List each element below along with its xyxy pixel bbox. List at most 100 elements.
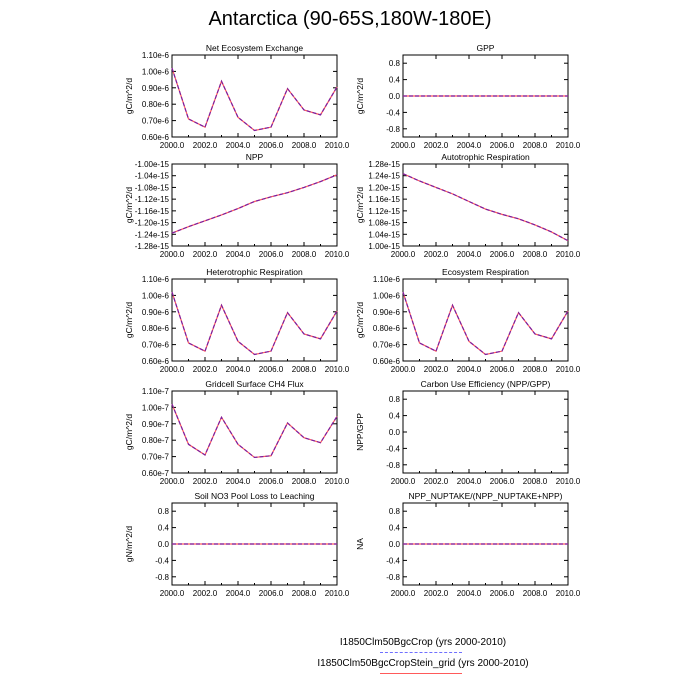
panel-7-series-1-line <box>171 403 338 459</box>
panel-5-title: Heterotrophic Respiration <box>206 267 303 277</box>
panel-3: NPP gC/m^2/d 2000.0 2002.0 2004.0 2006.0 2008.… <box>124 152 350 259</box>
panel-5-ytick-label: 1.00e-6 <box>142 291 170 300</box>
panel-10-xtick-label: 2008.0 <box>523 589 548 598</box>
panel-2-ytick-label: 0.0 <box>389 92 401 101</box>
panel-3-ytick-label: -1.08e-15 <box>135 183 170 192</box>
panel-1-xtick-label: 2006.0 <box>259 141 284 150</box>
panel-4-ytick-label: 1.12e-15 <box>368 207 400 216</box>
panel-2-xtick-label: 2006.0 <box>490 141 515 150</box>
panel-4-ylabel: gC/m^2/d <box>355 187 365 223</box>
panel-5-ytick-label: 0.90e-6 <box>142 308 170 317</box>
panel-9-title: Soil NO3 Pool Loss to Leaching <box>194 491 314 501</box>
panel-4-xtick-label: 2002.0 <box>424 250 449 259</box>
panel-8-ylabel: NPP/GPP <box>355 413 365 451</box>
panel-7-ytick-label: 0.60e-7 <box>142 469 170 478</box>
panel-7-ytick-label: 0.70e-7 <box>142 453 170 462</box>
panel-5-ytick-label: 0.70e-6 <box>142 341 170 350</box>
panel-7-xtick-label: 2008.0 <box>292 477 317 486</box>
panel-5-xtick-label: 2000.0 <box>160 365 185 374</box>
panel-4-ytick-label: 1.00e-15 <box>368 242 400 251</box>
panel-8-ytick-label: -0.4 <box>386 444 400 453</box>
panel-10: NPP_NUPTAKE/(NPP_NUPTAKE+NPP) NA 2000.0 200… <box>355 491 581 598</box>
panel-9-xtick-label: 2010.0 <box>325 589 350 598</box>
panel-9-ytick-label: 0.0 <box>158 540 170 549</box>
panel-8-xtick-label: 2008.0 <box>523 477 548 486</box>
panel-2-xtick-label: 2004.0 <box>457 141 482 150</box>
panel-2-title: GPP <box>477 43 495 53</box>
panel-3-ytick-label: -1.00e-15 <box>135 160 170 169</box>
panel-5-xtick-label: 2004.0 <box>226 365 251 374</box>
panel-8-xtick-label: 2002.0 <box>424 477 449 486</box>
panel-5-series-1-overlay <box>171 291 338 356</box>
panel-2-xtick-label: 2008.0 <box>523 141 548 150</box>
panel-6-series-1-overlay <box>402 291 569 356</box>
panel-3-ytick-label: -1.28e-15 <box>135 242 170 251</box>
panel-7-ytick-label: 1.00e-7 <box>142 403 170 412</box>
panel-4-ytick-label: 1.16e-15 <box>368 195 400 204</box>
panel-10-xtick-label: 2010.0 <box>556 589 581 598</box>
panel-4-xtick-label: 2010.0 <box>556 250 581 259</box>
panel-3-ytick-label: -1.20e-15 <box>135 219 170 228</box>
panel-1: Net Ecosystem Exchange gC/m^2/d 2000.0 2002… <box>124 43 350 150</box>
panel-10-xtick-label: 2002.0 <box>424 589 449 598</box>
panel-3-series-1-overlay <box>171 174 338 234</box>
panel-5-xtick-label: 2008.0 <box>292 365 317 374</box>
panel-1-title: Net Ecosystem Exchange <box>206 43 304 53</box>
panel-3-xtick-label: 2000.0 <box>160 250 185 259</box>
panel-6-xtick-label: 2000.0 <box>391 365 416 374</box>
panel-4-xtick-label: 2006.0 <box>490 250 515 259</box>
panel-5-ytick-label: 0.60e-6 <box>142 357 170 366</box>
panel-3-xtick-label: 2010.0 <box>325 250 350 259</box>
panel-1-series-1-line <box>171 67 338 132</box>
panel-7-ylabel: gC/m^2/d <box>124 414 134 450</box>
panel-6-xtick-label: 2002.0 <box>424 365 449 374</box>
panel-6-xtick-label: 2008.0 <box>523 365 548 374</box>
panel-10-ytick-label: 0.0 <box>389 540 401 549</box>
panel-9: Soil NO3 Pool Loss to Leaching gN/m^2/d 20… <box>124 491 350 598</box>
page-title: Antarctica (90-65S,180W-180E) <box>208 8 492 30</box>
panel-3-xtick-label: 2004.0 <box>226 250 251 259</box>
panel-4-xtick-label: 2000.0 <box>391 250 416 259</box>
panel-5-frame <box>171 278 338 362</box>
panel-5-ytick-label: 0.80e-6 <box>142 324 170 333</box>
panel-1-xtick-label: 2002.0 <box>193 141 218 150</box>
panel-9-ytick-label: -0.8 <box>155 573 169 582</box>
panel-8-ytick-label: 0.4 <box>389 412 401 421</box>
panel-2-ytick-label: -0.4 <box>386 108 400 117</box>
panel-3-ytick-label: -1.24e-15 <box>135 230 170 239</box>
panel-9-xtick-label: 2000.0 <box>160 589 185 598</box>
panel-8-frame <box>402 390 569 474</box>
panel-8-xtick-label: 2010.0 <box>556 477 581 486</box>
panel-6-ytick-label: 0.80e-6 <box>373 324 401 333</box>
panel-3-title: NPP <box>246 152 264 162</box>
panel-10-ytick-label: -0.8 <box>386 573 400 582</box>
panel-6-ylabel: gC/m^2/d <box>355 302 365 338</box>
panel-7-xtick-label: 2000.0 <box>160 477 185 486</box>
panel-8-xtick-label: 2004.0 <box>457 477 482 486</box>
panel-6-ytick-label: 0.60e-6 <box>373 357 401 366</box>
panel-5-xtick-label: 2010.0 <box>325 365 350 374</box>
panel-3-ylabel: gC/m^2/d <box>124 187 134 223</box>
panel-1-ylabel: gC/m^2/d <box>124 78 134 114</box>
panel-1-ytick-label: 0.80e-6 <box>142 100 170 109</box>
panel-10-ytick-label: -0.4 <box>386 556 400 565</box>
panel-6-frame <box>402 278 569 362</box>
panel-6-ytick-label: 1.10e-6 <box>373 275 401 284</box>
panel-9-ytick-label: -0.4 <box>155 556 169 565</box>
panel-6-ytick-label: 0.90e-6 <box>373 308 401 317</box>
legend-label-2: I1850Clm50BgcCropStein_grid (yrs 2000-20… <box>317 658 529 669</box>
panel-6-xtick-label: 2010.0 <box>556 365 581 374</box>
panel-9-xtick-label: 2004.0 <box>226 589 251 598</box>
panel-4-ytick-label: 1.08e-15 <box>368 219 400 228</box>
panel-3-ytick-label: -1.04e-15 <box>135 172 170 181</box>
panel-7-series-1-overlay <box>171 403 338 459</box>
panel-5-series-1-line <box>171 291 338 356</box>
panel-8-ytick-label: -0.8 <box>386 461 400 470</box>
panel-4-ytick-label: 1.24e-15 <box>368 172 400 181</box>
panel-3-xtick-label: 2008.0 <box>292 250 317 259</box>
panel-10-ytick-label: 0.8 <box>389 507 401 516</box>
panel-1-ytick-label: 0.90e-6 <box>142 84 170 93</box>
panel-2-ytick-label: 0.8 <box>389 59 401 68</box>
panel-7-frame <box>171 390 338 474</box>
